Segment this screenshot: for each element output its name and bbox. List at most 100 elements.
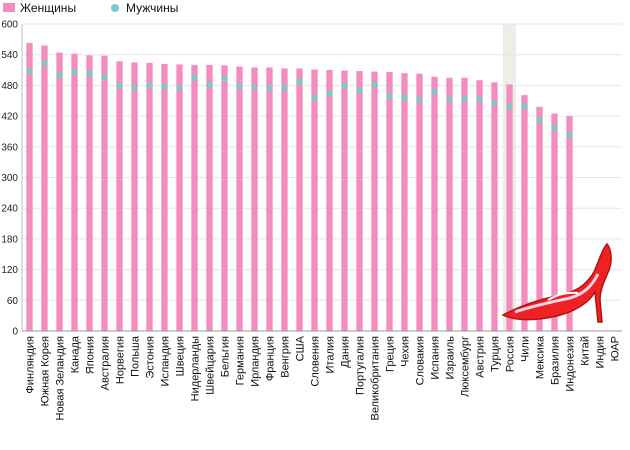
dot-men [146,82,153,89]
x-category-label: Япония [85,336,97,374]
bar-women [116,61,123,332]
x-category-label: Люксембург [460,336,472,397]
dot-men [191,74,198,81]
dot-men [401,94,408,101]
x-category-label: Португалия [355,336,367,395]
bar-women [476,80,483,332]
y-tick-label: 300 [1,173,18,184]
x-category-label: Италия [325,336,337,374]
dot-men [461,96,468,103]
x-category-label: Франция [265,336,277,381]
dot-men [266,84,273,92]
dot-men [551,124,558,132]
x-category-label: Испания [430,336,442,380]
dot-men [281,84,288,91]
y-tick-label: 480 [1,81,18,92]
x-category-label: Китай [580,336,592,366]
x-category-label: Греция [385,336,397,372]
dot-men [26,67,33,75]
bar-women [251,67,258,331]
gridlines-layer [22,23,622,332]
dot-men [221,75,228,82]
x-category-label: Швейцария [205,336,217,395]
dot-men [326,90,333,97]
bar-women [101,55,108,332]
dot-men [296,78,303,85]
axes-layer [21,24,622,332]
dot-men [431,88,438,96]
x-category-label: Израиль [445,336,457,380]
y-tick-label: 60 [7,296,19,307]
y-tick-label: 600 [1,20,18,31]
x-category-label: Исландия [160,336,172,387]
dot-men [371,81,378,89]
dot-men [86,70,93,77]
bar-women [506,84,513,331]
dot-men [341,82,348,89]
bar-women [281,68,288,331]
y-tick-labels: 0 60 120 180 240 300 360 420 480 540 600 [1,20,18,338]
bar-women [551,113,558,332]
dot-men [131,84,138,91]
dot-men [236,83,243,90]
bar-women [311,69,318,331]
bar-women [41,45,48,332]
dot-men [176,84,183,91]
dot-men [506,103,513,111]
high-heel-shoe-icon [501,242,612,323]
bars-layer [26,42,573,332]
legend: Женщины Мужчины [3,1,178,15]
dot-men [101,74,108,81]
x-category-label: Дания [340,336,352,368]
x-category-label: Нидерланды [190,336,202,401]
bar-women [461,77,468,331]
bar-women [326,70,333,332]
dot-men [491,99,498,106]
x-category-label: ЮАР [610,336,622,361]
bar-women [191,64,198,331]
x-category-label: Словакия [415,336,427,385]
x-category-label: Словения [310,336,322,387]
x-category-label: Турция [490,336,502,372]
bar-women [491,82,498,331]
x-category-label: Чили [520,336,532,362]
bar-women [146,62,153,332]
y-tick-label: 420 [1,112,18,123]
bar-women [86,55,93,331]
bar-women [386,72,393,331]
y-tick-label: 540 [1,50,18,61]
x-category-label: Швеция [175,336,187,376]
bar-women [161,63,168,331]
bar-women [566,116,573,331]
dot-men [311,94,318,101]
legend-swatch-women [3,3,15,12]
bar-women [416,73,423,332]
x-category-label: Новая Зеландия [55,336,67,420]
bar-women [446,77,453,331]
x-category-label: Германия [235,336,247,385]
dot-men [251,83,258,91]
dot-men [161,83,168,90]
bar-women [536,106,543,331]
x-category-label: Австрия [475,336,487,378]
shoe-opening [547,291,579,301]
x-category-label: Россия [505,336,517,372]
bar-women [236,66,243,332]
dot-men [476,96,483,103]
dot-men [56,71,63,79]
x-category-label: США [295,335,307,361]
bar-women [401,73,408,332]
x-category-label: Бельгия [220,336,232,377]
x-category-label: Эстония [145,336,157,379]
dots-layer [26,60,573,139]
bar-women [56,52,63,332]
y-tick-label: 0 [12,327,18,338]
x-category-label: Великобритания [370,336,382,421]
bar-women [71,53,78,331]
y-tick-label: 240 [1,204,18,215]
bar-women [131,62,138,331]
bar-women [206,64,213,331]
bar-women [266,67,273,331]
bar-women [356,71,363,331]
